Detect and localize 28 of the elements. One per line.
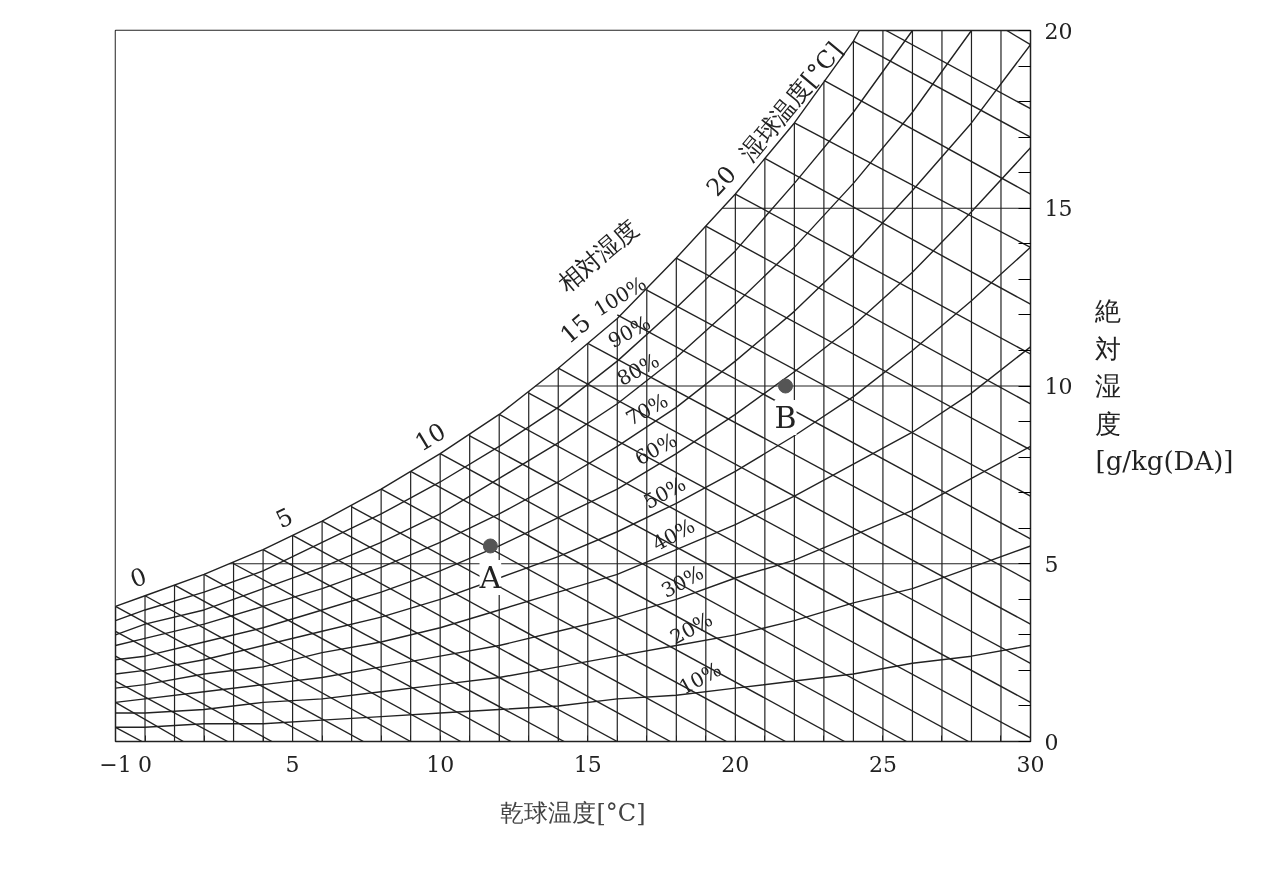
x-tick-label: 30 bbox=[1016, 751, 1045, 777]
x-axis-title: 乾球温度[°C] bbox=[500, 798, 646, 827]
text: 40% bbox=[648, 513, 699, 556]
series-label: A bbox=[478, 559, 502, 595]
y-tick-label: 0 bbox=[1044, 729, 1059, 755]
x-tick-label: 5 bbox=[285, 751, 300, 777]
x-tick-label: 10 bbox=[426, 751, 455, 777]
x-tick-label: 20 bbox=[721, 751, 750, 777]
y-axis-title: 絶対湿度[g/kg(DA)] bbox=[1094, 296, 1234, 476]
text: 30% bbox=[657, 560, 708, 603]
y-tick-label: 20 bbox=[1044, 18, 1073, 44]
y-tick-label: 15 bbox=[1044, 196, 1073, 222]
text: 0 bbox=[126, 562, 151, 594]
x-tick-label: 0 bbox=[138, 751, 153, 777]
text: 5 bbox=[271, 502, 298, 535]
x-tick-label: −1 bbox=[99, 751, 132, 777]
text: 10 bbox=[410, 417, 451, 458]
y-tick-label: 10 bbox=[1044, 374, 1073, 399]
text: 20% bbox=[665, 607, 717, 650]
text: 15 bbox=[554, 308, 597, 350]
text: 10% bbox=[674, 657, 726, 700]
x-tick-label: 15 bbox=[573, 751, 602, 777]
text: 20 bbox=[700, 160, 743, 202]
series-label: B bbox=[774, 400, 797, 435]
x-tick-label: 25 bbox=[868, 751, 897, 777]
text: 80% bbox=[612, 348, 664, 391]
text: 50% bbox=[639, 471, 690, 514]
y-tick-label: 5 bbox=[1044, 551, 1059, 577]
